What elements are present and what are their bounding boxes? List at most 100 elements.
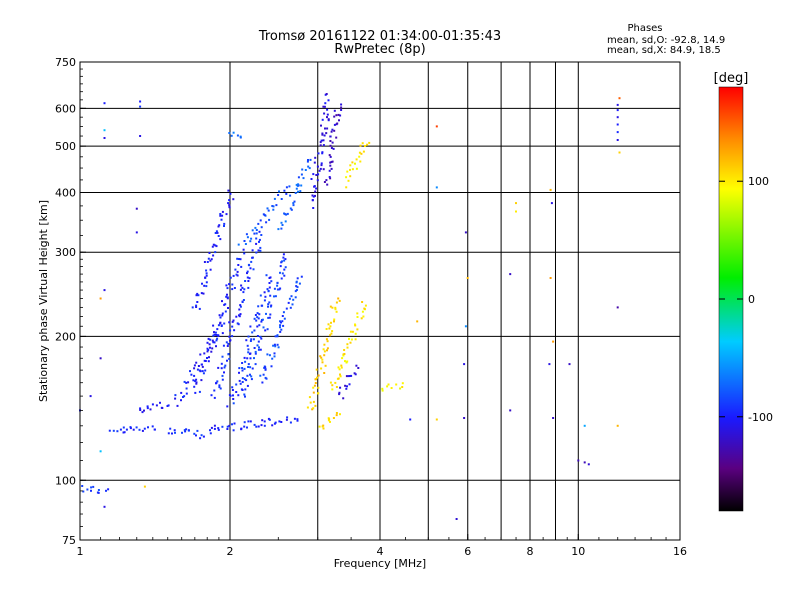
- colorbar-unit: [deg]: [714, 71, 749, 86]
- trace-point: [331, 128, 334, 131]
- trace-point: [231, 283, 234, 286]
- trace-point: [185, 387, 188, 390]
- data-point: [409, 418, 412, 421]
- trace-point: [241, 367, 244, 369]
- trace-point: [310, 178, 313, 180]
- trace-point: [265, 221, 268, 224]
- trace-point: [122, 431, 125, 434]
- trace-point: [254, 350, 257, 353]
- trace-point: [174, 394, 177, 397]
- trace-point: [217, 324, 220, 327]
- trace-point: [185, 428, 188, 431]
- trace-point: [360, 317, 363, 320]
- trace-point: [216, 328, 219, 331]
- trace-point: [253, 423, 256, 426]
- trace-point: [205, 274, 208, 277]
- trace-point: [358, 155, 361, 158]
- trace-point: [269, 313, 272, 316]
- x-axis-label: Frequency [MHz]: [334, 557, 426, 570]
- trace-point: [270, 304, 273, 307]
- trace-point: [290, 295, 293, 298]
- trace-point: [314, 382, 317, 384]
- trace-point: [239, 304, 242, 307]
- trace-point: [218, 384, 221, 387]
- trace-point: [317, 374, 320, 377]
- trace-point: [289, 421, 292, 424]
- trace-point: [264, 366, 267, 369]
- trace-point: [387, 383, 390, 386]
- trace-point: [92, 485, 95, 488]
- trace-point: [331, 330, 334, 333]
- trace-point: [241, 381, 244, 383]
- trace-point: [259, 348, 262, 351]
- trace-point: [338, 391, 341, 394]
- data-point: [143, 485, 146, 488]
- trace-point: [219, 387, 222, 390]
- trace-point: [116, 430, 119, 433]
- trace-point: [197, 294, 200, 297]
- trace-point: [289, 306, 292, 309]
- trace-point: [314, 156, 317, 159]
- trace-point: [212, 334, 215, 337]
- trace-point: [335, 310, 338, 313]
- data-point: [618, 97, 621, 100]
- trace-point: [239, 313, 242, 316]
- trace-point: [296, 418, 299, 421]
- trace-point: [285, 418, 288, 421]
- trace-point: [212, 324, 215, 327]
- data-point: [139, 105, 142, 108]
- trace-point: [354, 373, 357, 376]
- trace-point: [285, 186, 288, 189]
- trace-point: [322, 427, 325, 430]
- trace-point: [216, 337, 219, 340]
- trace-point: [155, 404, 158, 407]
- trace-point: [326, 349, 328, 352]
- trace-point: [184, 430, 187, 433]
- trace-point: [332, 417, 335, 419]
- trace-point: [256, 325, 259, 328]
- trace-point: [356, 328, 359, 331]
- trace-point: [258, 230, 261, 233]
- data-point: [616, 103, 619, 106]
- trace-point: [342, 397, 345, 400]
- trace-point: [212, 254, 215, 257]
- trace-point: [361, 142, 364, 145]
- trace-point: [320, 356, 323, 359]
- trace-point: [286, 212, 289, 215]
- data-traces: [81, 93, 404, 494]
- trace-point: [237, 394, 240, 397]
- trace-point: [331, 141, 334, 144]
- trace-point: [364, 304, 367, 307]
- trace-point: [355, 158, 358, 161]
- trace-point: [202, 372, 205, 375]
- trace-point: [189, 370, 191, 373]
- trace-point: [308, 167, 311, 170]
- trace-point: [231, 288, 234, 291]
- trace-point: [232, 394, 234, 397]
- trace-point: [326, 340, 329, 343]
- trace-point: [399, 387, 402, 390]
- trace-point: [381, 389, 384, 392]
- trace-point: [258, 313, 261, 316]
- trace-point: [289, 194, 292, 197]
- trace-point: [284, 266, 287, 269]
- trace-point: [326, 116, 328, 119]
- trace-point: [401, 386, 404, 388]
- trace-point: [253, 329, 256, 332]
- trace-point: [228, 321, 231, 324]
- trace-point: [213, 341, 216, 344]
- trace-point: [329, 161, 332, 164]
- trace-point: [244, 280, 247, 282]
- trace-point: [268, 354, 271, 357]
- trace-point: [273, 197, 276, 200]
- trace-point: [247, 280, 250, 282]
- trace-point: [274, 345, 277, 348]
- trace-point: [308, 396, 311, 399]
- trace-point: [351, 161, 354, 164]
- trace-point: [362, 315, 365, 318]
- trace-point: [249, 267, 252, 270]
- trace-point: [289, 207, 292, 210]
- trace-point: [271, 205, 274, 207]
- trace-point: [270, 365, 273, 368]
